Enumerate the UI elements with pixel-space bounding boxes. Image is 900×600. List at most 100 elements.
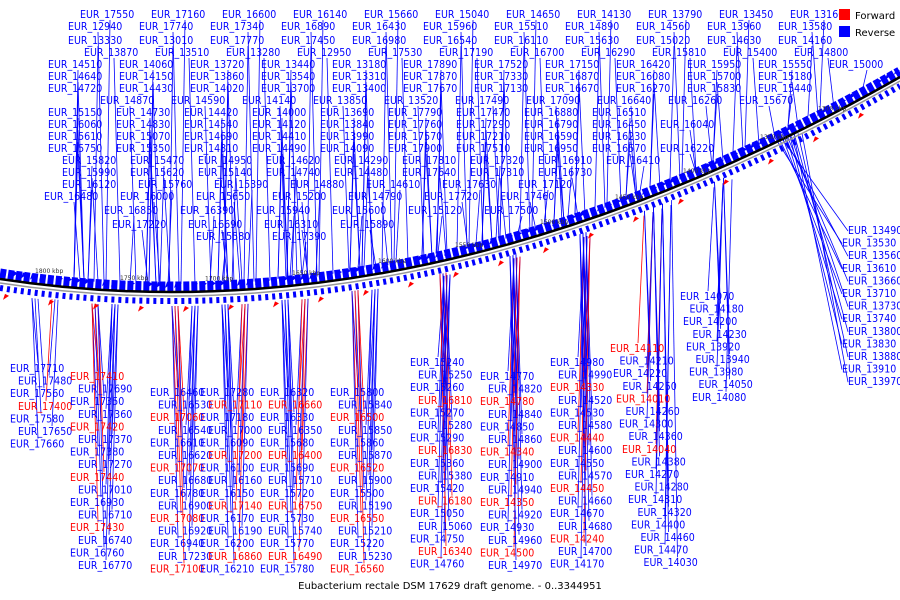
gene-label-reverse[interactable]: EUR_17550 (80, 9, 134, 21)
gene-label-reverse[interactable]: EUR_16000 (120, 191, 174, 203)
reverse-gene-marker[interactable] (84, 278, 90, 285)
gene-label-reverse[interactable]: EUR_15700 (687, 71, 741, 83)
gene-label-reverse[interactable]: EUR_17900 (388, 143, 442, 155)
gene-label-reverse[interactable]: EUR_16200 (200, 538, 254, 550)
gene-label-reverse[interactable]: EUR_17520 (474, 59, 528, 71)
gene-label-reverse[interactable]: EUR_16450 (592, 119, 646, 131)
gene-label-reverse[interactable]: EUR_15070 (116, 131, 170, 143)
gene-label-reverse[interactable]: EUR_13580 (778, 21, 832, 33)
gene-label-reverse[interactable]: EUR_15180 (758, 71, 812, 83)
reverse-gene-marker[interactable] (849, 93, 855, 100)
gene-label-reverse[interactable]: EUR_14140 (242, 95, 296, 107)
reverse-gene-marker[interactable] (255, 278, 261, 285)
gene-label-reverse[interactable]: EUR_17000 (208, 425, 262, 437)
gene-label-forward[interactable]: EUR_17110 (208, 400, 262, 412)
reverse-gene-marker[interactable] (867, 83, 873, 90)
gene-label-reverse[interactable]: EUR_16410 (606, 155, 660, 167)
gene-label-reverse[interactable]: EUR_14550 (550, 458, 604, 470)
gene-label-reverse[interactable]: EUR_14630 (707, 35, 761, 47)
gene-label-reverse[interactable]: EUR_13660 (848, 275, 900, 287)
gene-label-forward[interactable]: EUR_16180 (418, 496, 472, 508)
gene-label-reverse[interactable]: EUR_16850 (104, 205, 158, 217)
gene-label-reverse[interactable]: EUR_14030 (644, 557, 698, 569)
gene-label-reverse[interactable]: EUR_13180 (332, 59, 386, 71)
gene-label-reverse[interactable]: EUR_17220 (112, 219, 166, 231)
gene-label-reverse[interactable]: EUR_14890 (565, 21, 619, 33)
gene-label-reverse[interactable]: EUR_14020 (190, 83, 244, 95)
gene-label-reverse[interactable]: EUR_16870 (545, 71, 599, 83)
gene-label-reverse[interactable]: EUR_14420 (184, 107, 238, 119)
gene-label-reverse[interactable]: EUR_14290 (334, 155, 388, 167)
reverse-gene-marker[interactable] (705, 163, 711, 170)
gene-label-reverse[interactable]: EUR_14520 (558, 395, 612, 407)
gene-label-reverse[interactable]: EUR_16310 (264, 219, 318, 231)
gene-label-reverse[interactable]: EUR_15400 (723, 47, 777, 59)
gene-label-reverse[interactable]: EUR_17480 (18, 376, 72, 388)
gene-label-reverse[interactable]: EUR_15420 (410, 483, 464, 495)
gene-label-reverse[interactable]: EUR_14320 (638, 507, 692, 519)
gene-label-reverse[interactable]: EUR_17180 (200, 412, 254, 424)
reverse-gene-track-inner[interactable] (0, 83, 900, 305)
reverse-gene-marker[interactable] (615, 199, 621, 206)
gene-label-reverse[interactable]: EUR_14730 (116, 107, 170, 119)
gene-label-reverse[interactable]: EUR_17710 (10, 363, 64, 375)
reverse-gene-marker[interactable] (570, 214, 576, 221)
gene-label-reverse[interactable]: EUR_14060 (119, 59, 173, 71)
gene-label-reverse[interactable]: EUR_15740 (268, 526, 322, 538)
gene-label-reverse[interactable]: EUR_13800 (848, 326, 900, 338)
gene-label-reverse[interactable]: EUR_17530 (368, 47, 422, 59)
gene-label-forward[interactable]: EUR_14110 (610, 343, 664, 355)
gene-label-reverse[interactable]: EUR_15660 (364, 9, 418, 21)
gene-label-reverse[interactable]: EUR_17490 (455, 95, 509, 107)
reverse-gene-marker[interactable] (579, 211, 585, 218)
reverse-gene-marker[interactable] (399, 259, 405, 266)
reverse-gene-marker[interactable] (165, 282, 171, 289)
gene-label-reverse[interactable]: EUR_14830 (116, 119, 170, 131)
gene-label-reverse[interactable]: EUR_15610 (48, 131, 102, 143)
gene-label-reverse[interactable]: EUR_14220 (613, 368, 667, 380)
gene-label-reverse[interactable]: EUR_16260 (668, 95, 722, 107)
reverse-gene-marker[interactable] (192, 281, 198, 288)
gene-label-reverse[interactable]: EUR_15690 (260, 463, 314, 475)
gene-label-reverse[interactable]: EUR_17190 (439, 47, 493, 59)
gene-label-reverse[interactable]: EUR_14930 (480, 522, 534, 534)
reverse-gene-marker[interactable] (561, 217, 567, 224)
gene-label-reverse[interactable]: EUR_17740 (139, 21, 193, 33)
gene-label-reverse[interactable]: EUR_13980 (689, 367, 743, 379)
gene-label-reverse[interactable]: EUR_16890 (281, 21, 335, 33)
gene-label-reverse[interactable]: EUR_17890 (403, 59, 457, 71)
gene-label-reverse[interactable]: EUR_17360 (78, 409, 132, 421)
gene-label-reverse[interactable]: EUR_16930 (70, 497, 124, 509)
gene-label-reverse[interactable]: EUR_14570 (558, 470, 612, 482)
gene-label-reverse[interactable]: EUR_15020 (636, 35, 690, 47)
reverse-gene-marker[interactable] (12, 271, 18, 278)
reverse-gene-marker[interactable] (894, 68, 900, 75)
gene-label-reverse[interactable]: EUR_14380 (632, 456, 686, 468)
reverse-gene-marker[interactable] (831, 103, 837, 110)
gene-label-forward[interactable]: EUR_17200 (208, 450, 262, 462)
gene-label-reverse[interactable]: EUR_14720 (48, 83, 102, 95)
gene-label-reverse[interactable]: EUR_14940 (488, 484, 542, 496)
gene-label-reverse[interactable]: EUR_16980 (352, 35, 406, 47)
gene-label-reverse[interactable]: EUR_14180 (690, 304, 744, 316)
reverse-gene-marker[interactable] (282, 276, 288, 283)
gene-label-reverse[interactable]: EUR_15470 (130, 155, 184, 167)
forward-gene-marker[interactable] (48, 299, 54, 306)
reverse-gene-marker[interactable] (210, 281, 216, 288)
gene-label-reverse[interactable]: EUR_13690 (320, 107, 374, 119)
gene-label-reverse[interactable]: EUR_14360 (629, 431, 683, 443)
gene-label-reverse[interactable]: EUR_15870 (338, 450, 392, 462)
gene-label-reverse[interactable]: EUR_14000 (252, 107, 306, 119)
gene-label-reverse[interactable]: EUR_14130 (577, 9, 631, 21)
gene-label-forward[interactable]: EUR_16830 (418, 445, 472, 457)
gene-label-reverse[interactable]: EUR_16270 (616, 83, 670, 95)
reverse-gene-marker[interactable] (669, 178, 675, 185)
reverse-gene-marker[interactable] (354, 267, 360, 274)
gene-label-reverse[interactable]: EUR_15830 (687, 83, 741, 95)
reverse-gene-marker[interactable] (696, 167, 702, 174)
reverse-gene-marker[interactable] (651, 185, 657, 192)
gene-label-reverse[interactable]: EUR_13730 (848, 301, 900, 313)
forward-gene-marker[interactable] (273, 301, 279, 308)
gene-label-reverse[interactable]: EUR_16920 (158, 526, 212, 538)
gene-label-reverse[interactable]: EUR_16540 (423, 35, 477, 47)
